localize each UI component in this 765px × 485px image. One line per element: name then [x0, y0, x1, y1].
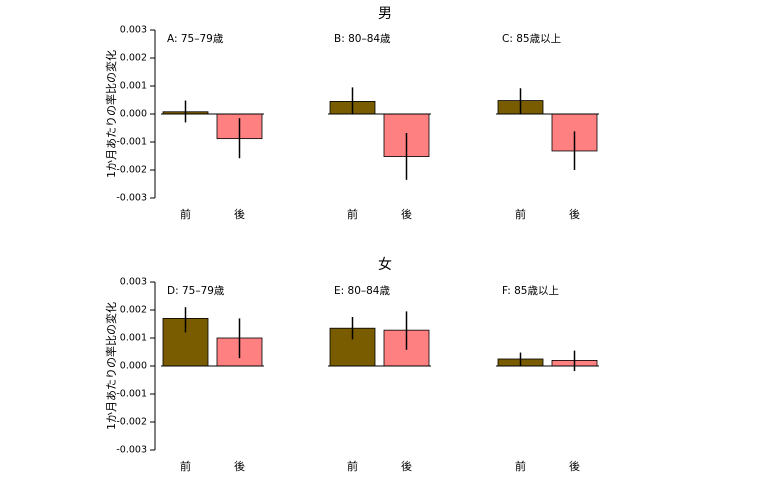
category-label-c-after: 後	[569, 207, 580, 221]
y-tick-label-a-6: -0.003	[116, 193, 147, 204]
category-label-d-before: 前	[180, 459, 191, 473]
category-label-b-before: 前	[347, 207, 358, 221]
y-tick-label-a-3: 0.000	[120, 109, 147, 120]
category-label-b-after: 後	[401, 207, 412, 221]
y-tick-label-d-2: 0.001	[120, 333, 147, 344]
category-label-a-after: 後	[234, 207, 245, 221]
y-tick-label-d-1: 0.002	[120, 305, 147, 316]
category-label-f-after: 後	[569, 459, 580, 473]
y-axis-label-male: 1か月あたりの率比の変化	[104, 50, 118, 178]
y-tick-label-a-2: 0.001	[120, 81, 147, 92]
y-tick-label-d-4: -0.001	[116, 389, 147, 400]
y-tick-label-d-6: -0.003	[116, 445, 147, 456]
y-tick-label-d-5: -0.002	[116, 417, 147, 428]
panel-title-e: E: 80–84歳	[334, 285, 390, 297]
y-tick-label-d-3: 0.000	[120, 361, 147, 372]
row-title-female: 女	[378, 256, 392, 273]
category-label-e-before: 前	[347, 459, 358, 473]
category-label-c-before: 前	[515, 207, 526, 221]
y-tick-label-d-0: 0.003	[120, 277, 147, 288]
y-tick-label-a-4: -0.001	[116, 137, 147, 148]
y-tick-label-a-0: 0.003	[120, 25, 147, 36]
y-axis-label-female: 1か月あたりの率比の変化	[104, 302, 118, 430]
panel-title-d: D: 75–79歳	[167, 285, 225, 297]
category-label-a-before: 前	[180, 207, 191, 221]
panel-title-b: B: 80–84歳	[334, 33, 391, 45]
panel-title-a: A: 75–79歳	[167, 33, 224, 45]
panel-title-c: C: 85歳以上	[502, 33, 561, 45]
y-tick-label-a-5: -0.002	[116, 165, 147, 176]
category-label-d-after: 後	[234, 459, 245, 473]
row-title-male: 男	[378, 6, 392, 22]
category-label-e-after: 後	[401, 459, 412, 473]
panel-title-f: F: 85歳以上	[502, 285, 559, 297]
category-label-f-before: 前	[515, 459, 526, 473]
y-tick-label-a-1: 0.002	[120, 53, 147, 64]
